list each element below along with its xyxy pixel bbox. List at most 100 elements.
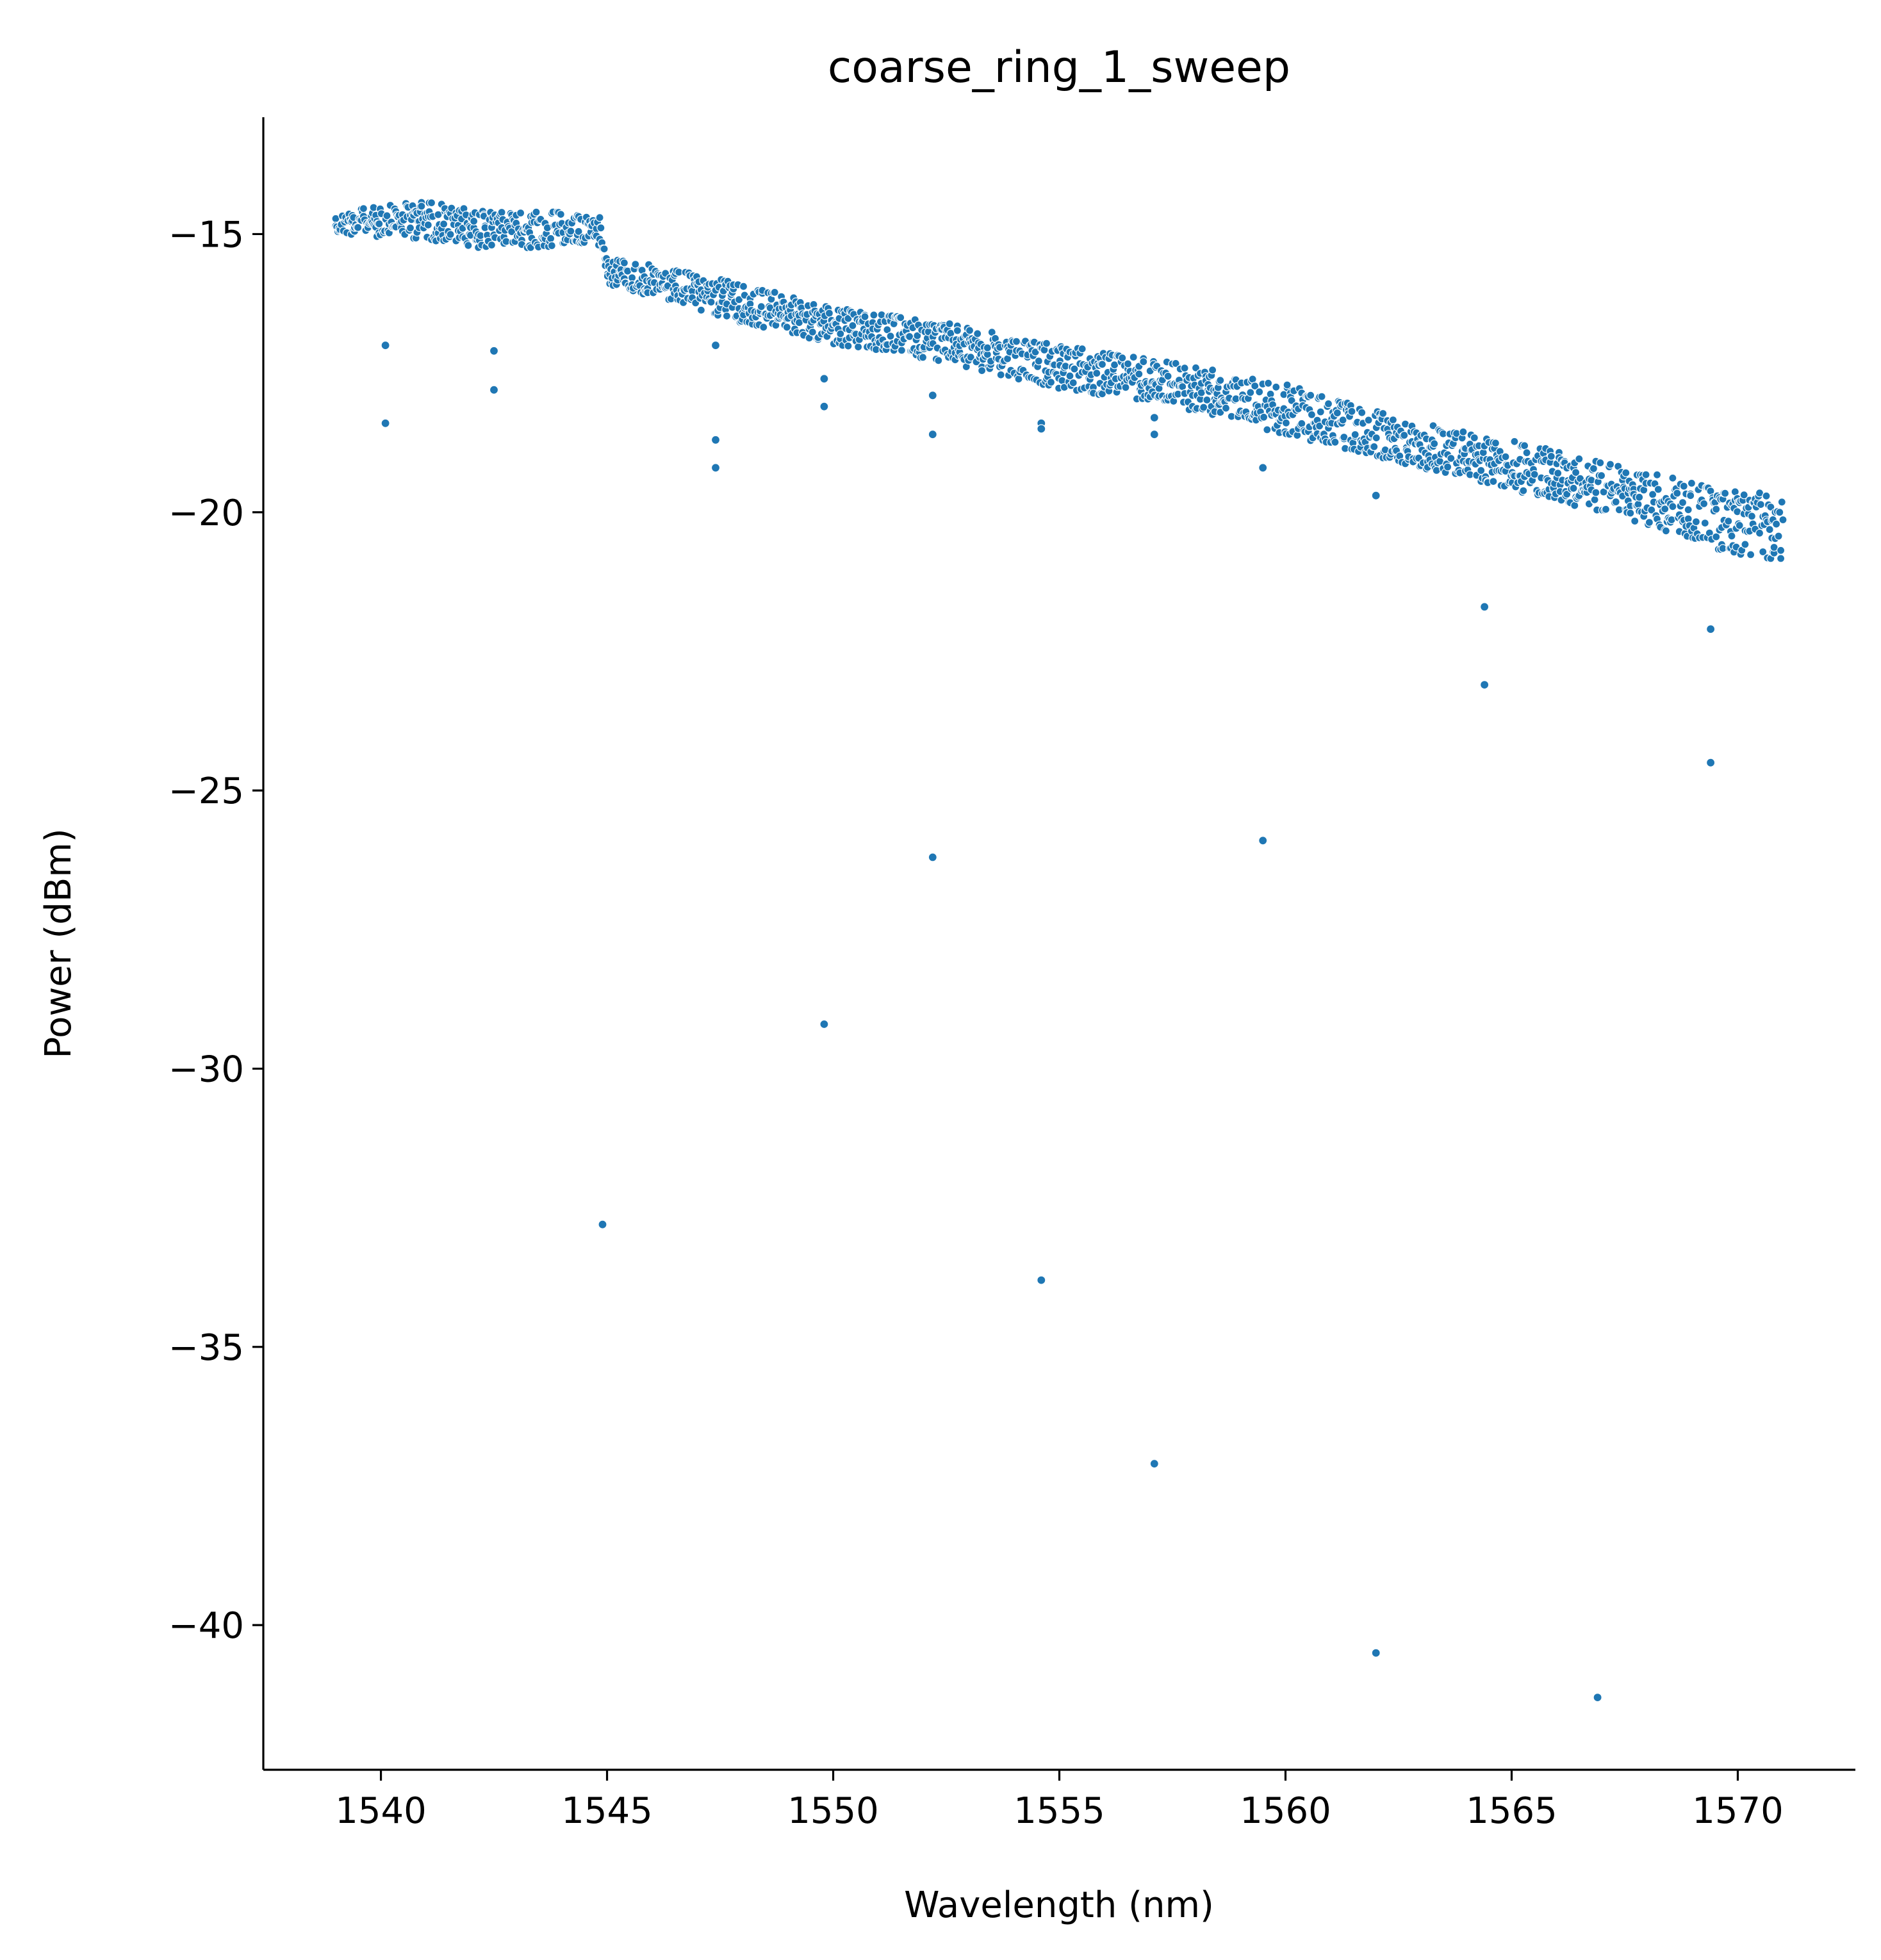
data-point: [1163, 372, 1172, 380]
data-point: [423, 220, 432, 229]
outlier-point: [381, 341, 390, 350]
data-point: [1712, 505, 1721, 514]
data-point: [1121, 383, 1130, 392]
data-point: [1755, 528, 1764, 537]
data-point: [1443, 462, 1452, 471]
x-tick-label: 1570: [1692, 1790, 1784, 1832]
data-point: [836, 329, 845, 338]
data-point: [1046, 378, 1056, 387]
data-point: [1065, 372, 1074, 380]
data-point: [1364, 416, 1373, 425]
data-point: [620, 258, 629, 267]
data-point: [1216, 376, 1225, 385]
x-tick-label: 1565: [1466, 1790, 1557, 1832]
data-point: [1324, 399, 1333, 409]
data-point: [1778, 515, 1787, 525]
data-point: [1287, 396, 1296, 405]
data-point: [1691, 517, 1700, 527]
x-axis-ticks: 1540 1545 1550 1555 1560 1565 1570: [335, 1770, 1784, 1832]
data-point: [1601, 505, 1611, 514]
data-point: [913, 331, 922, 340]
data-point: [1569, 484, 1578, 493]
data-point: [1034, 357, 1043, 366]
data-point: [945, 319, 954, 329]
data-point: [439, 220, 448, 229]
data-point: [1447, 453, 1456, 463]
data-point: [1630, 516, 1639, 526]
data-point: [757, 302, 766, 311]
data-point: [1123, 359, 1133, 368]
data-point: [869, 311, 878, 320]
data-point: [848, 321, 857, 330]
y-axis-ticks: −15 −20 −25 −30 −35 −40: [168, 214, 263, 1647]
data-point: [1135, 370, 1144, 379]
data-point: [1530, 470, 1539, 479]
x-tick-label: 1540: [335, 1790, 427, 1832]
data-point: [1263, 425, 1272, 434]
data-point: [734, 295, 744, 304]
data-point: [1673, 489, 1682, 498]
outlier-point: [928, 391, 937, 400]
data-point: [1012, 337, 1021, 346]
data-point: [1741, 540, 1750, 549]
data-point: [547, 241, 556, 250]
data-point: [1208, 366, 1217, 375]
data-point: [1611, 497, 1620, 507]
data-point: [1501, 452, 1510, 461]
data-point: [1522, 448, 1531, 457]
outlier-point: [1258, 463, 1268, 473]
outlier-point: [1037, 424, 1046, 434]
data-point: [1139, 357, 1148, 366]
data-point: [1430, 439, 1439, 448]
data-point: [1307, 410, 1317, 420]
data-point: [722, 311, 732, 320]
data-point: [406, 224, 415, 233]
outlier-point: [1593, 1693, 1602, 1703]
data-point: [696, 306, 706, 314]
outlier-point: [928, 430, 937, 439]
data-point: [375, 219, 384, 228]
data-point: [532, 208, 541, 216]
data-point: [977, 366, 987, 375]
data-point: [853, 342, 863, 352]
data-point: [1069, 378, 1078, 388]
x-tick-label: 1550: [787, 1790, 879, 1832]
data-point: [965, 326, 974, 335]
data-point: [631, 260, 640, 269]
data-point: [1712, 532, 1721, 541]
data-point: [1118, 354, 1127, 363]
outlier-point: [489, 346, 499, 355]
data-point: [595, 213, 604, 222]
data-point: [469, 216, 479, 225]
data-point: [1668, 473, 1677, 482]
data-point: [1678, 498, 1688, 507]
data-point: [556, 210, 565, 219]
data-point: [966, 353, 975, 362]
data-point: [1765, 525, 1774, 534]
outlier-point: [819, 402, 829, 411]
data-point: [516, 208, 525, 218]
data-point: [1547, 452, 1556, 461]
data-point: [1668, 502, 1677, 511]
data-point: [1400, 430, 1409, 440]
data-point: [996, 370, 1005, 379]
data-point: [1661, 527, 1670, 535]
data-point: [1338, 416, 1347, 425]
data-point: [546, 234, 555, 243]
data-point: [1589, 464, 1598, 473]
data-point: [1014, 375, 1023, 384]
data-point: [1575, 454, 1584, 464]
data-point: [1554, 469, 1563, 478]
data-point: [1735, 521, 1744, 530]
data-point: [759, 323, 768, 332]
data-points: [331, 198, 1787, 1703]
data-point: [1570, 501, 1579, 510]
data-point: [860, 312, 869, 321]
outlier-point: [1149, 412, 1159, 423]
x-tick-label: 1545: [561, 1790, 653, 1832]
data-point: [1746, 550, 1755, 559]
data-point: [1255, 388, 1264, 396]
data-point: [596, 224, 605, 233]
data-point: [1654, 485, 1663, 494]
